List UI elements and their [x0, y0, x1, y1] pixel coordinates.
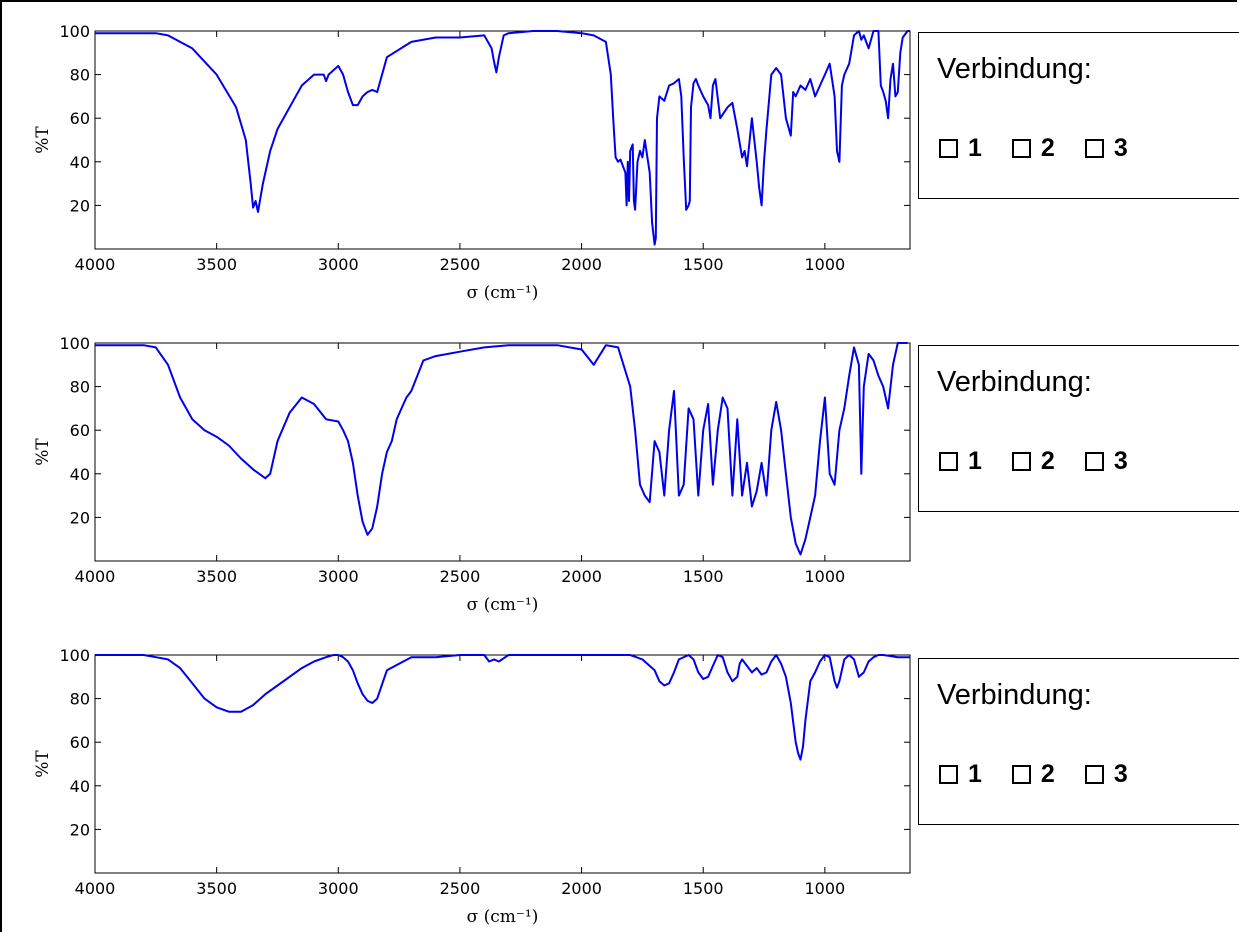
option-1[interactable]: 1 [939, 760, 982, 789]
spectrum-line [95, 30, 910, 246]
y-tick-label: 80 [70, 66, 90, 85]
x-tick-label: 3500 [196, 879, 237, 898]
y-tick-label: 60 [70, 733, 90, 752]
x-tick-label: 4000 [75, 879, 116, 898]
x-tick-label: 3000 [318, 255, 359, 274]
x-tick-label: 3000 [318, 567, 359, 586]
x-tick-label: 2000 [561, 567, 602, 586]
compound-label: Verbindung: [937, 53, 1092, 85]
y-tick-label: 60 [70, 421, 90, 440]
option-3[interactable]: 3 [1084, 760, 1128, 789]
checkbox[interactable] [939, 452, 958, 471]
x-tick-label: 4000 [75, 567, 116, 586]
option-label: 3 [1113, 134, 1128, 162]
x-tick-label: 1000 [804, 567, 845, 586]
checkbox[interactable] [1011, 765, 1031, 784]
option-label: 2 [1040, 447, 1055, 475]
ir-spectrum-3: 4000 3500 3000 2500 2000 1500 1000 20 40 60 80 100 σ… [33, 646, 911, 927]
checkbox[interactable] [1011, 139, 1031, 158]
x-tick-label: 1500 [683, 255, 724, 274]
compound-box-3: Verbindung: 1 2 3 [918, 658, 1239, 825]
x-tick-label: 2500 [440, 879, 481, 898]
option-label: 3 [1113, 447, 1128, 475]
compound-label: Verbindung: [937, 366, 1092, 398]
y-tick-label: 100 [59, 646, 90, 665]
y-axis-label: %T [33, 750, 53, 778]
x-tick-label: 3500 [196, 255, 237, 274]
compound-options: 1 2 3 [939, 134, 1158, 163]
option-label: 1 [968, 134, 982, 162]
option-2[interactable]: 2 [1011, 760, 1055, 789]
y-tick-label: 20 [70, 820, 90, 839]
x-axis-label: σ (cm⁻¹) [467, 595, 539, 615]
ir-spectrum-1: 4000 3500 3000 2500 2000 1500 1000 20 40 60 80 100 σ… [33, 22, 911, 303]
x-tick-label: 2500 [440, 567, 481, 586]
option-label: 1 [968, 447, 982, 475]
y-tick-label: 20 [70, 196, 90, 215]
checkbox[interactable] [939, 139, 958, 158]
x-tick-label: 4000 [75, 255, 116, 274]
plot-frame [94, 654, 911, 874]
y-tick-label: 100 [59, 22, 90, 41]
checkbox[interactable] [1084, 452, 1104, 471]
compound-box-2: Verbindung: 1 2 3 [918, 345, 1239, 512]
ir-spectrum-2: 4000 3500 3000 2500 2000 1500 1000 20 40 60 80 100 σ… [33, 334, 911, 615]
x-tick-label: 1500 [683, 879, 724, 898]
option-label: 2 [1040, 134, 1055, 162]
x-tick-label: 3000 [318, 879, 359, 898]
spectrum-line [95, 342, 908, 556]
compound-options: 1 2 3 [939, 447, 1158, 476]
x-tick-label: 1000 [804, 879, 845, 898]
y-tick-label: 40 [70, 777, 90, 796]
y-tick-label: 80 [70, 378, 90, 397]
compound-box-1: Verbindung: 1 2 3 [918, 32, 1239, 199]
x-tick-label: 1000 [804, 255, 845, 274]
checkbox[interactable] [1084, 139, 1104, 158]
x-tick-label: 2000 [561, 255, 602, 274]
y-tick-label: 40 [70, 465, 90, 484]
compound-options: 1 2 3 [939, 760, 1158, 789]
option-3[interactable]: 3 [1084, 447, 1128, 476]
x-tick-label: 3500 [196, 567, 237, 586]
y-tick-label: 20 [70, 508, 90, 527]
x-tick-label: 2500 [440, 255, 481, 274]
spectrum-line [95, 654, 910, 761]
checkbox[interactable] [1084, 765, 1104, 784]
option-label: 2 [1040, 760, 1055, 788]
compound-label: Verbindung: [937, 679, 1092, 711]
option-3[interactable]: 3 [1084, 134, 1128, 163]
plot-frame [94, 342, 911, 562]
y-axis-label: %T [33, 126, 53, 154]
y-tick-label: 60 [70, 109, 90, 128]
y-tick-label: 40 [70, 153, 90, 172]
option-1[interactable]: 1 [939, 447, 982, 476]
checkbox[interactable] [1011, 452, 1031, 471]
plot-frame [94, 30, 911, 250]
checkbox[interactable] [939, 765, 958, 784]
y-tick-label: 100 [59, 334, 90, 353]
option-label: 3 [1113, 760, 1128, 788]
x-axis-label: σ (cm⁻¹) [467, 283, 539, 303]
y-tick-label: 80 [70, 690, 90, 709]
option-1[interactable]: 1 [939, 134, 982, 163]
y-axis-label: %T [33, 438, 53, 466]
option-2[interactable]: 2 [1011, 134, 1055, 163]
option-2[interactable]: 2 [1011, 447, 1055, 476]
x-axis-label: σ (cm⁻¹) [467, 907, 539, 927]
x-tick-label: 1500 [683, 567, 724, 586]
x-tick-label: 2000 [561, 879, 602, 898]
option-label: 1 [968, 760, 982, 788]
